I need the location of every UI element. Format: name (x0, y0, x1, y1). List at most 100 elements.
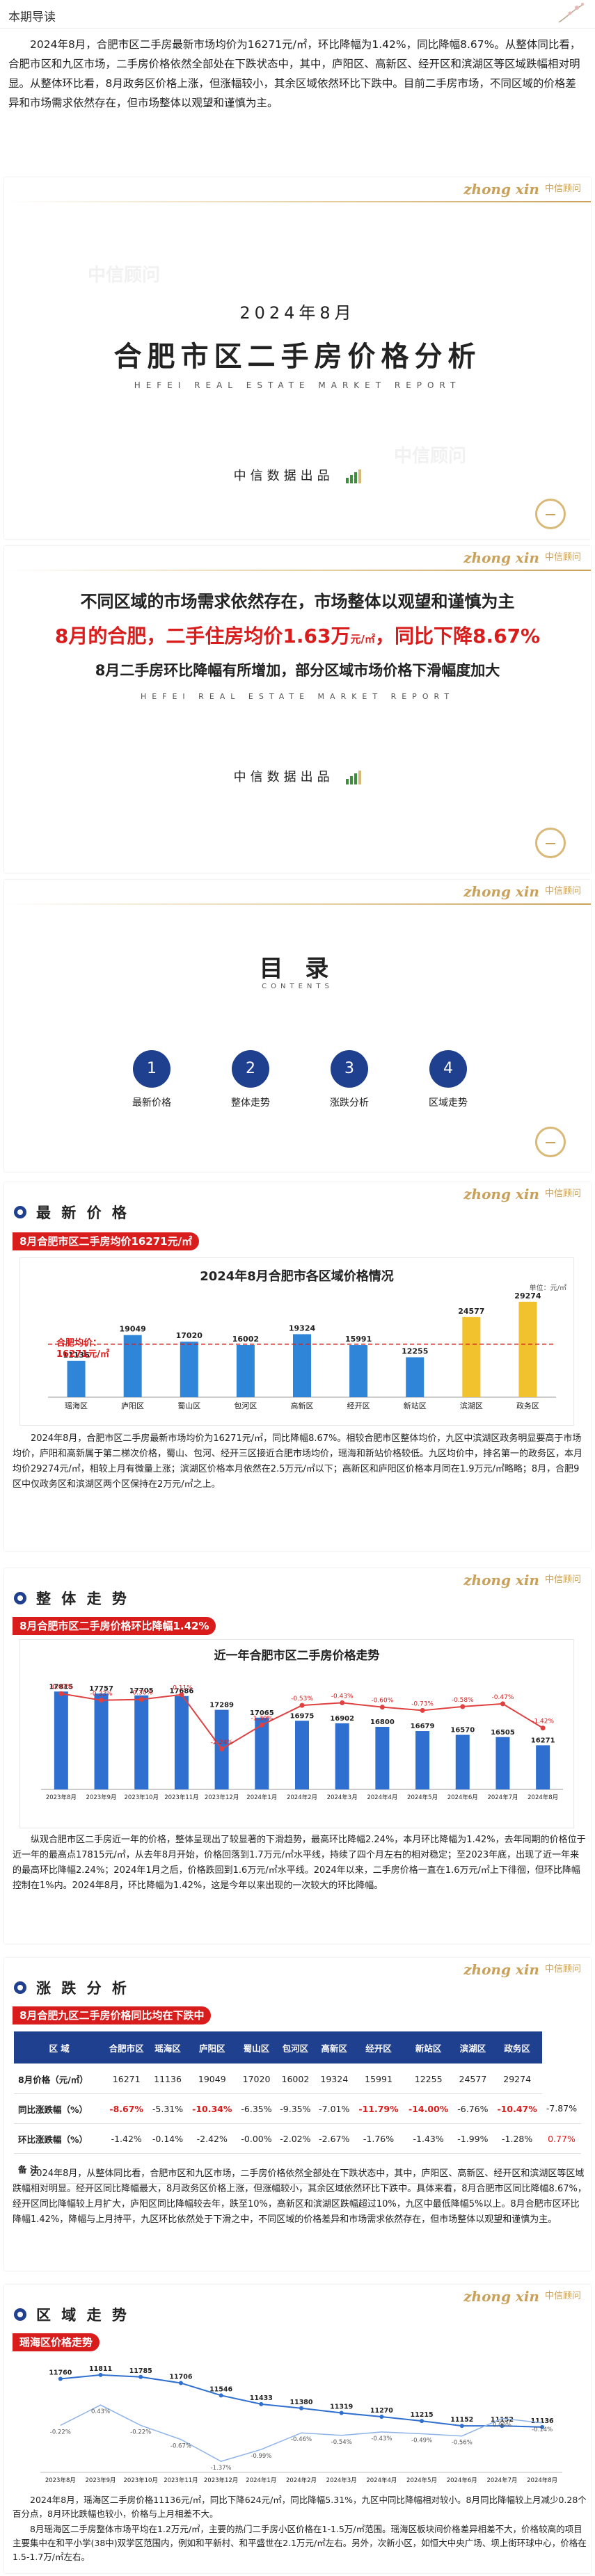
cover-year-month: 2024年8月 (239, 303, 356, 323)
summary-subtitle: HEFEI REAL ESTATE MARKET REPORT (140, 692, 455, 701)
data-label: 16002 (232, 1335, 259, 1344)
price-point (178, 2381, 183, 2385)
bar-6 (349, 1345, 368, 1397)
mom-label: -0.58% (452, 1697, 474, 1704)
headline-pill: 8月合肥市区二手房均价16271元/㎡ (13, 1232, 200, 1250)
bar-2 (123, 1335, 142, 1397)
summary-card: zhong xin 中信顾问 不同区域的市场需求依然存在，市场整体以观望和谨慎为… (4, 546, 591, 873)
toc-label-1[interactable]: 最新价格 (132, 1097, 171, 1109)
mom-line (60, 2404, 543, 2462)
cover-publisher: 中信数据出品 (4, 466, 591, 484)
data-label: 17815 (49, 1683, 73, 1691)
mom-point (340, 1700, 345, 1705)
logo-text: 中信顾问 (544, 1575, 581, 1585)
tick-label: 滨湖区 (460, 1401, 483, 1410)
tick-label: 经开区 (347, 1401, 370, 1410)
mom-label: -0.43% (331, 1693, 354, 1700)
cover-card: zhong xin 中信顾问 中信顾问 中信顾问 2024年8月 合肥市区二手房… (4, 177, 591, 539)
logo-text: 中信顾问 (544, 552, 581, 563)
data-label: 16902 (330, 1715, 354, 1723)
mom-label: -1.37% (211, 2465, 232, 2472)
toc-num-1[interactable]: 1 (133, 1050, 170, 1088)
table-row: 8月价格（元/㎡） 16271 11136 19049 17020 16002 … (14, 2063, 581, 2094)
bullet-icon (14, 2308, 26, 2321)
table-cell: -11.79% (354, 2093, 404, 2124)
price-point (540, 2424, 545, 2429)
table-cell: 29274 (492, 2063, 542, 2094)
price-point (138, 2374, 143, 2379)
bar-3 (134, 1695, 149, 1789)
table-cell: -10.34% (187, 2093, 237, 2124)
toc-label-4[interactable]: 区域走势 (429, 1097, 468, 1109)
table-cell: -6.35% (237, 2093, 276, 2124)
data-label: 11760 (49, 2369, 72, 2377)
latest-price-text: 2024年8月，合肥市区二手房最新市场均价为16271元/㎡，同比降幅8.67%… (13, 1433, 583, 1490)
chart-frame: 11760 2023年8月 11811 2023年9月 11785 2023年10月 117… (19, 2354, 573, 2490)
bar-2 (94, 1693, 109, 1789)
data-label: 11811 (89, 2365, 112, 2373)
price-point (379, 2415, 384, 2419)
logo-text: 中信顾问 (544, 1189, 581, 1199)
price-point (58, 2376, 63, 2381)
tick-label: 2024年7月 (486, 2477, 517, 2484)
toc-num-4[interactable]: 4 (429, 1050, 467, 1088)
toc-label-3[interactable]: 涨跌分析 (330, 1097, 369, 1109)
toc-num-2[interactable]: 2 (232, 1050, 269, 1088)
table-row: 环比涨跌幅（%） -1.42% -0.14% -2.42% -0.00% -2.… (14, 2123, 581, 2154)
price-point (98, 2372, 103, 2377)
mom-label: -2.24% (211, 1739, 233, 1746)
logo-mark: zhong xin (463, 1572, 539, 1588)
bar-3 (180, 1342, 198, 1397)
mom-label: -0.07% (50, 1684, 72, 1691)
logo: zhong xin 中信顾问 (463, 549, 581, 566)
table-cell: -2.42% (187, 2123, 237, 2154)
bar-8 (335, 1723, 349, 1789)
page-marker-icon (535, 828, 566, 858)
bar-12 (495, 1737, 510, 1789)
mom-label: -0.47% (492, 1694, 514, 1701)
table-row: 同比涨跌幅（%） -8.67% -5.31% -10.34% -6.35% -9… (14, 2093, 581, 2124)
data-label: 29274 (514, 1291, 541, 1301)
chart-frame: 近一年合肥市区二手房价格走势 17815 2023年8月 17757 2023年9月 1… (19, 1639, 574, 1828)
tick-label: 2024年5月 (406, 2477, 437, 2484)
table-header-cell: 区 域 (14, 2031, 105, 2064)
toc-num-3[interactable]: 3 (331, 1050, 368, 1088)
table-cell: 0.77% (541, 2123, 581, 2154)
price-point (219, 2393, 223, 2398)
table-header-cell: 高新区 (315, 2031, 354, 2064)
tick-label: 高新区 (291, 1401, 314, 1410)
mom-label: -0.33% (90, 1691, 113, 1698)
mom-point (500, 1701, 505, 1707)
logo-text: 中信顾问 (544, 886, 581, 896)
logo: zhong xin 中信顾问 (463, 1961, 581, 1978)
data-label: 24577 (458, 1307, 484, 1316)
mom-label: -0.22% (50, 2429, 71, 2436)
cover-subtitle: HEFEI REAL ESTATE MARKET REPORT (134, 380, 461, 390)
tick-label: 2024年3月 (326, 2477, 357, 2484)
table-cell: 24577 (453, 2063, 493, 2094)
price-point (500, 2424, 505, 2429)
price-point (459, 2424, 464, 2429)
growth-chart-icon (346, 771, 362, 784)
tick-label: 2024年8月 (527, 2477, 557, 2484)
data-label: 11706 (169, 2374, 192, 2381)
regional-text-2: 8月瑶海区二手房整体市场平均在1.2万元/㎡，主要的热门二手房小区价格在1-1.… (13, 2524, 587, 2562)
tick-label: 2024年1月 (246, 2477, 276, 2484)
table-cell: -0.00% (237, 2123, 276, 2154)
tick-label: 2024年7月 (487, 1794, 518, 1801)
toc-label-2[interactable]: 整体走势 (231, 1097, 270, 1109)
chart-title: 2024年8月合肥市各区域价格情况 (200, 1269, 394, 1284)
table-cell: -14.00% (403, 2093, 454, 2124)
toc-title: 目 录 (259, 955, 336, 983)
table-cell: -1.99% (453, 2123, 493, 2154)
price-point (339, 2410, 344, 2415)
table-row: 备 注 (14, 2153, 581, 2184)
tick-label: 2023年9月 (86, 1794, 117, 1801)
table-header-cell: 蜀山区 (237, 2031, 276, 2064)
rise-fall-table: 区 域 合肥市区 瑶海区 庐阳区 蜀山区 包河区 高新区 经开区 新站区 滨湖区… (14, 2031, 581, 2184)
yaohai-trend-chart: 11760 2023年8月 11811 2023年9月 11785 2023年10月 117… (40, 2365, 562, 2484)
data-label: 16975 (290, 1712, 315, 1720)
price-point (299, 2406, 303, 2410)
mom-label: -0.73% (411, 1700, 434, 1707)
mom-label: -0.46% (291, 2436, 312, 2443)
